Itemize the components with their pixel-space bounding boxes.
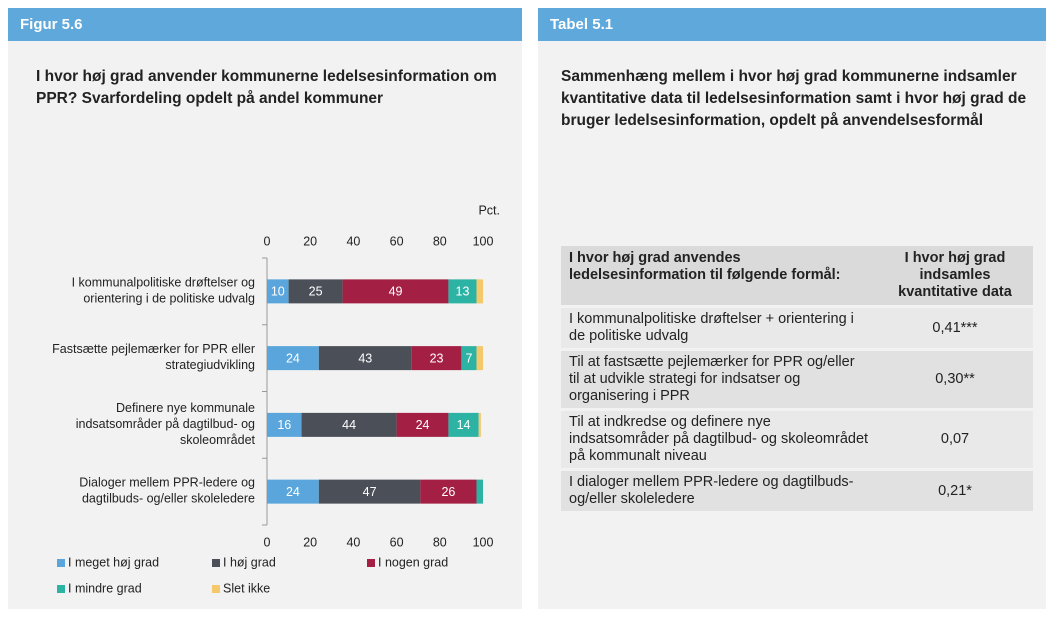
header-row: I hvor høj grad anvendes ledelsesinforma… xyxy=(561,246,1033,305)
table-row: I dialoger mellem PPR-ledere og dagtilbu… xyxy=(561,471,1033,511)
table-row: I kommunalpolitiske drøftelser + oriente… xyxy=(561,308,1033,348)
bar-segment xyxy=(342,279,449,304)
data-label: 16 xyxy=(277,418,291,432)
table-cell: 0,07 xyxy=(877,411,1033,468)
table-row: Til at fastsætte pejlemærker for PPR og/… xyxy=(561,351,1033,408)
x-tick-label: 20 xyxy=(303,234,317,248)
data-label: 14 xyxy=(457,418,471,432)
bar-segment xyxy=(267,346,319,371)
table: I hvor høj grad anvendes ledelsesinforma… xyxy=(561,243,1033,514)
bar-segment xyxy=(461,346,477,371)
bar-segment xyxy=(420,479,477,504)
bar-segment xyxy=(288,279,343,304)
bar-segment xyxy=(476,346,483,371)
legend-swatch xyxy=(212,585,220,593)
data-label: 7 xyxy=(465,351,472,365)
data-label: 44 xyxy=(342,418,356,432)
bar-segment xyxy=(411,346,462,371)
legend-swatch xyxy=(57,585,65,593)
table-panel: Tabel 5.1 Sammenhæng mellem i hvor høj g… xyxy=(538,8,1046,609)
bar-segment xyxy=(476,479,483,504)
category-label: Dialoger mellem PPR-ledere og dagtilbuds-… xyxy=(79,476,255,506)
data-label: 24 xyxy=(286,485,300,499)
data-label: 26 xyxy=(441,485,455,499)
unit-label: Pct. xyxy=(478,203,500,217)
x-tick-label: 80 xyxy=(433,535,447,549)
data-label: 24 xyxy=(416,418,430,432)
data-label: 47 xyxy=(363,485,377,499)
bar-segment xyxy=(301,412,397,437)
figure-panel: Figur 5.6 I hvor høj grad anvender kommu… xyxy=(8,8,522,609)
bar-segment xyxy=(448,279,477,304)
category-label: Definere nye kommunale indsatsområder på … xyxy=(76,401,256,447)
table-cell: 0,30** xyxy=(877,351,1033,408)
x-tick-label: 60 xyxy=(390,535,404,549)
bar-segment xyxy=(318,479,421,504)
bar-segment xyxy=(478,412,481,437)
header-cell: I hvor høj grad indsamles kvantitative d… xyxy=(877,246,1033,305)
x-tick-label: 0 xyxy=(264,535,271,549)
table-cell: I kommunalpolitiske drøftelser + oriente… xyxy=(561,308,877,348)
figure-label: Figur 5.6 xyxy=(8,8,522,41)
data-label: 24 xyxy=(286,351,300,365)
data-label: 49 xyxy=(389,285,403,299)
legend-swatch xyxy=(212,559,220,567)
legend-label: I nogen grad xyxy=(378,555,448,569)
data-label: 13 xyxy=(456,285,470,299)
x-tick-label: 20 xyxy=(303,535,317,549)
header-cell: I hvor høj grad anvendes ledelsesinforma… xyxy=(561,246,877,305)
data-label: 43 xyxy=(358,351,372,365)
table-label: Tabel 5.1 xyxy=(538,8,1046,41)
x-tick-label: 40 xyxy=(346,535,360,549)
data-label: 23 xyxy=(430,351,444,365)
legend-label: I høj grad xyxy=(223,555,276,569)
bar-segment xyxy=(448,412,479,437)
bar-segment xyxy=(476,279,483,304)
table-cell: Til at fastsætte pejlemærker for PPR og/… xyxy=(561,351,877,408)
table-row: Til at indkredse og definere nye indsats… xyxy=(561,411,1033,468)
bar-segment xyxy=(396,412,449,437)
table-cell: I dialoger mellem PPR-ledere og dagtilbu… xyxy=(561,471,877,511)
x-tick-label: 80 xyxy=(433,234,447,248)
x-tick-label: 100 xyxy=(473,234,494,248)
chart: Pct. 0 0 20 20 40 40 60 60 80 80 100 100 I kommunalpo… xyxy=(52,203,500,595)
table-title: Sammenhæng mellem i hvor høj grad kommun… xyxy=(561,68,1027,129)
category-label: Fastsætte pejlemærker for PPR eller strat… xyxy=(52,342,255,372)
x-tick-label: 0 xyxy=(264,234,271,248)
figure-title: I hvor høj grad anvender kommunerne lede… xyxy=(36,68,497,107)
bar-segment xyxy=(267,479,319,504)
x-tick-label: 100 xyxy=(473,535,494,549)
table-cell: 0,41*** xyxy=(877,308,1033,348)
data-label: 25 xyxy=(309,285,323,299)
legend-label: Slet ikke xyxy=(223,581,270,595)
category-label: I kommunalpolitiske drøftelser og oriente… xyxy=(72,276,255,306)
x-tick-label: 60 xyxy=(390,234,404,248)
bar-segment xyxy=(267,412,302,437)
legend-label: I meget høj grad xyxy=(68,555,159,569)
legend-swatch xyxy=(367,559,375,567)
legend-swatch xyxy=(57,559,65,567)
data-label: 10 xyxy=(271,285,285,299)
bar-segment xyxy=(267,279,289,304)
bar-segment xyxy=(318,346,412,371)
table-cell: 0,21* xyxy=(877,471,1033,511)
table-cell: Til at indkredse og definere nye indsats… xyxy=(561,411,877,468)
x-tick-label: 40 xyxy=(346,234,360,248)
legend-label: I mindre grad xyxy=(68,581,142,595)
